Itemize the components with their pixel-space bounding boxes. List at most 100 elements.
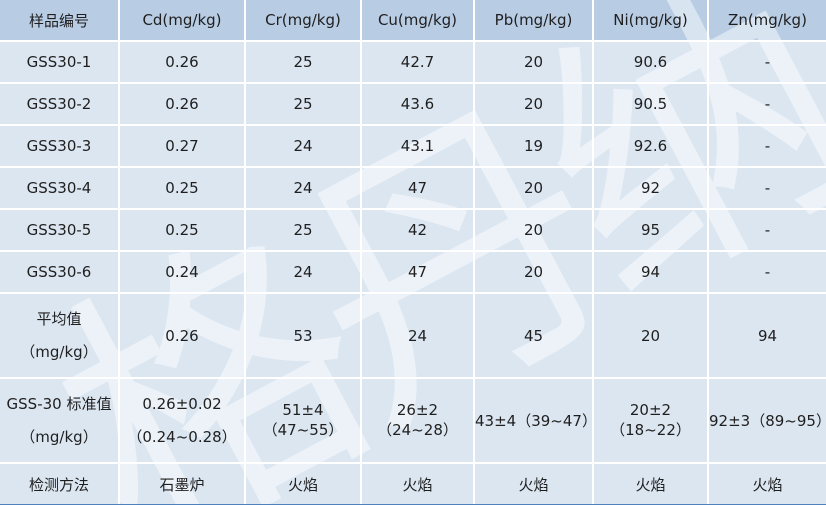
cell-value: 0.26: [165, 326, 199, 345]
cell-gss30-2-cr: 25: [244, 82, 360, 124]
cell-gss30-4-cu: 47: [360, 166, 473, 208]
cell-average-sample: 平均值 （mg/kg）: [0, 292, 118, 377]
cell-gss30-3-cd: 0.27: [118, 124, 244, 166]
cell-value: 92: [640, 179, 661, 197]
cell-value: 火焰: [287, 475, 318, 494]
cell-value: 42.7: [400, 53, 435, 71]
cell-average-pb: 45: [473, 292, 592, 377]
cell-value: GSS30-6: [26, 263, 92, 281]
cell-value: 20±2（18~22）: [610, 401, 691, 439]
cell-value: 0.26: [165, 95, 199, 113]
cell-value: 0.25: [165, 179, 199, 197]
cell-value: 92.6: [633, 137, 668, 155]
cell-value: 43.1: [400, 137, 435, 155]
cell-value: 24: [293, 263, 313, 281]
cell-method-ni: 火焰: [592, 462, 707, 504]
cell-average-cd: 0.26: [118, 292, 244, 377]
column-header-label: Cd(mg/kg): [142, 11, 222, 29]
column-header-label: Ni(mg/kg): [613, 11, 688, 29]
cell-gss30-3-cu: 43.1: [360, 124, 473, 166]
column-header-pb: Pb(mg/kg): [473, 0, 592, 40]
cell-line: （mg/kg）: [20, 428, 98, 447]
cell-value: 43±4（39~47）: [475, 412, 597, 430]
cell-value: 20: [523, 179, 544, 197]
cell-average-cr: 53: [244, 292, 360, 377]
cell-gss30-5-zn: -: [707, 208, 826, 250]
cell-gss30-5-cu: 42: [360, 208, 473, 250]
cell-value: 53: [293, 326, 313, 345]
cell-value: 42: [407, 221, 428, 239]
cell-gss30-6-cr: 24: [244, 250, 360, 292]
cell-value: -: [764, 53, 771, 71]
cell-gss30-2-cd: 0.26: [118, 82, 244, 124]
table-row-average: 平均值 （mg/kg） 0.26 53 24 45 20 94: [0, 292, 826, 377]
cell-value: 47: [407, 263, 428, 281]
cell-value: 24: [293, 137, 313, 155]
table-row-gss30-6: GSS30-6 0.24 24 47 20 94 -: [0, 250, 826, 292]
cell-gss30-3-pb: 19: [473, 124, 592, 166]
cell-value: 石墨炉: [159, 475, 205, 494]
cell-value: 检测方法: [28, 475, 89, 494]
cell-value: 火焰: [402, 475, 433, 494]
cell-value: 95: [640, 221, 661, 239]
column-header-label: Cu(mg/kg): [377, 11, 458, 29]
cell-value: 19: [523, 137, 544, 155]
table-row-gss30-1: GSS30-1 0.26 25 42.7 20 90.6 -: [0, 40, 826, 82]
cell-gss30-6-pb: 20: [473, 250, 592, 292]
cell-gss30-standard-cd: 0.26±0.02 （0.24~0.28）: [118, 377, 244, 462]
cell-gss30-3-sample: GSS30-3: [0, 124, 118, 166]
cell-gss30-5-sample: GSS30-5: [0, 208, 118, 250]
cell-gss30-3-zn: -: [707, 124, 826, 166]
cell-gss30-standard-sample: GSS-30 标准值 （mg/kg）: [0, 377, 118, 462]
cell-value: 0.24: [165, 263, 199, 281]
table-row-method: 检测方法 石墨炉 火焰 火焰 火焰 火焰 火焰: [0, 462, 826, 504]
cell-value: 20: [523, 95, 544, 113]
table-row-gss30-standard: GSS-30 标准值 （mg/kg） 0.26±0.02 （0.24~0.28） 51±…: [0, 377, 826, 462]
cell-gss30-2-zn: -: [707, 82, 826, 124]
cell-value: -: [764, 263, 771, 281]
column-header-cr: Cr(mg/kg): [244, 0, 360, 40]
column-header-label: Pb(mg/kg): [494, 11, 573, 29]
table-body: GSS30-1 0.26 25 42.7 20 90.6 - GSS30-2 0.26 25 43.…: [0, 40, 826, 504]
cell-value: 45: [523, 326, 544, 345]
two-line-cell: 0.26±0.02 （0.24~0.28）: [120, 379, 244, 462]
header-row: 样品编号 Cd(mg/kg) Cr(mg/kg) Cu(mg/kg) Pb(mg/kg)…: [0, 0, 826, 40]
cell-value: 25: [293, 95, 313, 113]
cell-gss30-standard-ni: 20±2（18~22）: [592, 377, 707, 462]
cell-value: 51±4（47~55）: [262, 401, 344, 439]
cell-gss30-5-cd: 0.25: [118, 208, 244, 250]
cell-method-sample: 检测方法: [0, 462, 118, 504]
cell-value: -: [764, 95, 771, 113]
cell-gss30-4-zn: -: [707, 166, 826, 208]
cell-gss30-1-cd: 0.26: [118, 40, 244, 82]
cell-gss30-4-pb: 20: [473, 166, 592, 208]
cell-gss30-1-cu: 42.7: [360, 40, 473, 82]
cell-value: 20: [640, 326, 661, 345]
cell-gss30-2-pb: 20: [473, 82, 592, 124]
cell-average-zn: 94: [707, 292, 826, 377]
cell-method-cu: 火焰: [360, 462, 473, 504]
cell-value: GSS30-2: [26, 95, 92, 113]
cell-line: （0.24~0.28）: [127, 428, 237, 447]
cell-value: 94: [640, 263, 661, 281]
table-row-gss30-2: GSS30-2 0.26 25 43.6 20 90.5 -: [0, 82, 826, 124]
cell-value: 94: [757, 326, 778, 345]
column-header-label: Zn(mg/kg): [728, 11, 807, 29]
column-header-label: Cr(mg/kg): [265, 11, 341, 29]
cell-value: 火焰: [518, 475, 549, 494]
cell-gss30-2-ni: 90.5: [592, 82, 707, 124]
cell-value: 25: [293, 53, 313, 71]
table-row-gss30-3: GSS30-3 0.27 24 43.1 19 92.6 -: [0, 124, 826, 166]
cell-gss30-2-sample: GSS30-2: [0, 82, 118, 124]
cell-method-cd: 石墨炉: [118, 462, 244, 504]
cell-value: 90.6: [633, 53, 668, 71]
cell-gss30-standard-zn: 92±3（89~95）: [707, 377, 826, 462]
cell-value: 0.25: [165, 221, 199, 239]
cell-value: GSS30-1: [26, 53, 92, 71]
column-header-label: 样品编号: [28, 11, 89, 30]
cell-gss30-1-ni: 90.6: [592, 40, 707, 82]
cell-gss30-4-sample: GSS30-4: [0, 166, 118, 208]
cell-gss30-4-cr: 24: [244, 166, 360, 208]
